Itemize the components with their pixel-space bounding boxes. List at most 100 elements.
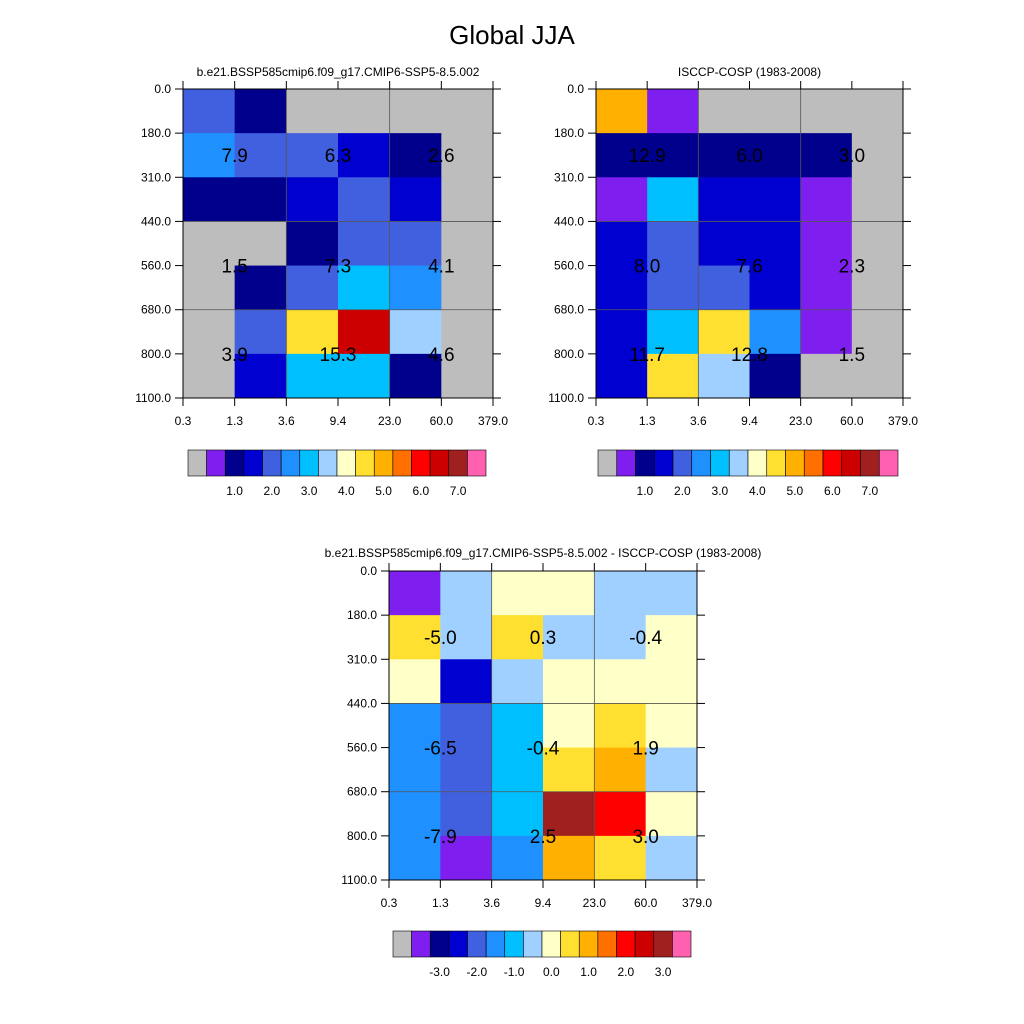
value-label: 0.3 <box>530 628 556 649</box>
heatmap-cell <box>441 309 494 355</box>
colorbar-label: 7.0 <box>450 484 467 498</box>
y-tick-label: 560.0 <box>141 259 171 273</box>
value-label: 12.8 <box>731 345 768 366</box>
heatmap-cell <box>800 221 853 267</box>
value-label: 11.7 <box>629 345 665 366</box>
colorbar-box <box>411 449 431 477</box>
heatmap-cell <box>543 571 595 616</box>
heatmap-cell <box>594 571 647 616</box>
colorbar-box <box>766 449 786 477</box>
heatmap-cell <box>286 133 339 178</box>
colorbar: -3.0 -2.0 -1.0 0.0 1.0 2.0 3.0 <box>392 930 692 979</box>
colorbar: 1.0 2.0 3.0 4.0 5.0 6.0 7.0 <box>597 449 899 498</box>
value-label: -6.5 <box>424 739 457 760</box>
heatmap-cell <box>698 89 750 134</box>
colorbar-box <box>878 449 899 477</box>
heatmap-cell <box>491 659 544 704</box>
heatmap-cell <box>389 133 442 178</box>
x-tick-label: 23.0 <box>789 414 813 428</box>
value-label: 6.0 <box>736 146 762 167</box>
colorbar-label: -1.0 <box>504 965 525 979</box>
heatmap-cell <box>647 177 699 222</box>
panel-1: 0.0 180.0 310.0 440.0 560.0 680.0 800.0 1100.0 0… <box>135 65 508 498</box>
heatmap-cell <box>183 265 236 311</box>
heatmap-cell <box>698 177 750 222</box>
colorbar-label: 5.0 <box>787 484 804 498</box>
colorbar-label: 1.0 <box>580 965 597 979</box>
heatmap-cell <box>389 89 442 134</box>
colorbar-label: 6.0 <box>824 484 841 498</box>
heatmap-cell <box>543 791 595 837</box>
heatmap-cell <box>594 791 647 837</box>
y-tick-label: 560.0 <box>554 259 584 273</box>
heatmap-cell <box>698 309 750 355</box>
x-tick-label: 3.6 <box>690 414 707 428</box>
value-label: 1.5 <box>221 257 247 278</box>
y-tick-label: 800.0 <box>347 829 377 843</box>
colorbar-box <box>448 449 468 477</box>
heatmap-cell <box>441 353 494 399</box>
colorbar-box <box>336 449 356 477</box>
heatmap-cell <box>441 221 494 267</box>
colorbar-box <box>299 449 319 477</box>
heatmap-cell <box>234 353 287 399</box>
heatmap-cell <box>800 89 853 134</box>
colorbar-box <box>392 449 412 477</box>
heatmap-cell <box>389 221 442 267</box>
value-label: 12.9 <box>629 146 666 167</box>
heatmap-cell <box>749 265 802 311</box>
heatmap-cell <box>389 265 442 311</box>
heatmap-cell <box>851 265 904 311</box>
colorbar-box <box>597 449 618 477</box>
heatmap-cell <box>698 133 750 178</box>
colorbar-box <box>822 449 843 477</box>
heatmap-cell <box>491 835 544 881</box>
y-tick-label: 440.0 <box>141 214 171 228</box>
colorbar-box <box>578 930 599 958</box>
heatmap-cell <box>647 353 699 399</box>
colorbar-box <box>485 930 506 958</box>
heatmap-cell <box>645 615 698 660</box>
panel-title: b.e21.BSSP585cmip6.f09_g17.CMIP6-SSP5-8.… <box>197 65 480 79</box>
heatmap-cell <box>596 309 648 355</box>
heatmap-cell <box>543 835 595 881</box>
value-label: 8.0 <box>634 257 660 278</box>
colorbar-label: 5.0 <box>375 484 392 498</box>
heatmap-cell <box>234 177 287 222</box>
x-tick-label: 9.4 <box>741 414 758 428</box>
heatmap-cell <box>543 703 595 749</box>
value-label: 1.5 <box>839 345 865 366</box>
y-tick-label: 180.0 <box>141 126 171 140</box>
heatmap-cell <box>647 89 699 134</box>
heatmap-cell <box>183 309 236 355</box>
heatmap-cell <box>441 89 494 134</box>
colorbar-label: 2.0 <box>617 965 634 979</box>
x-tick-label: 379.0 <box>682 896 712 910</box>
heatmap-cell <box>286 309 339 355</box>
heatmap-cell <box>389 571 441 616</box>
heatmap-cell <box>389 309 442 355</box>
colorbar-label: 1.0 <box>226 484 243 498</box>
colorbar-box <box>616 449 636 477</box>
heatmap-cell <box>749 89 802 134</box>
heatmap-cell <box>647 133 699 178</box>
value-label: 3.0 <box>632 827 658 848</box>
colorbar-box <box>467 930 487 958</box>
heatmap-cell <box>440 615 493 660</box>
y-tick-label: 1100.0 <box>135 391 171 405</box>
heatmap-cell <box>389 177 442 222</box>
x-tick-label: 1.3 <box>432 896 449 910</box>
colorbar-box <box>653 930 673 958</box>
heatmap-cell <box>491 571 544 616</box>
y-tick-label: 680.0 <box>347 785 377 799</box>
value-label: 2.5 <box>530 827 556 848</box>
heatmap-cell <box>491 747 544 793</box>
heatmap-cell <box>851 221 904 267</box>
colorbar-box <box>206 449 226 477</box>
heatmap-cell <box>645 659 698 704</box>
value-label: -0.4 <box>527 739 560 760</box>
heatmap-cell <box>647 309 699 355</box>
heatmap-cell <box>183 221 236 267</box>
x-tick-label: 1.3 <box>639 414 656 428</box>
